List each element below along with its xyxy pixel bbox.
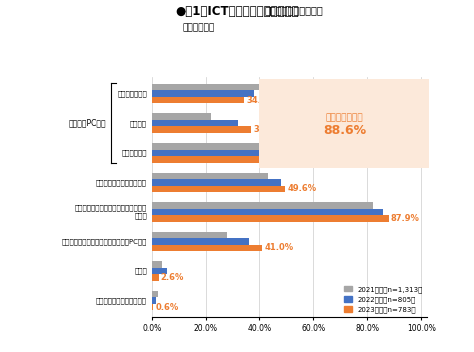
Text: 特に導入・使用していない: 特に導入・使用していない	[96, 297, 147, 304]
Bar	[152, 209, 383, 215]
Bar	[152, 238, 249, 245]
Text: 生徒用のPC端末: 生徒用のPC端末	[69, 119, 107, 128]
Bar	[152, 150, 313, 156]
Bar	[152, 97, 245, 103]
Text: （共用のケース含む）: （共用のケース含む）	[264, 5, 323, 15]
Text: 88.6%: 88.6%	[323, 124, 366, 137]
Bar	[152, 90, 254, 97]
Bar	[152, 179, 281, 186]
Bar	[152, 268, 166, 274]
Bar	[152, 274, 159, 281]
Text: 36.9%: 36.9%	[253, 125, 283, 134]
Bar	[152, 126, 251, 133]
Text: タブレット型: タブレット型	[121, 150, 147, 156]
Text: 重複除く回答計: 重複除く回答計	[326, 113, 363, 122]
Bar	[152, 84, 268, 90]
Bar	[152, 156, 337, 163]
Bar	[152, 172, 268, 179]
Text: その他: その他	[134, 268, 147, 274]
Bar	[152, 304, 153, 310]
Text: 49.6%: 49.6%	[288, 184, 317, 193]
Text: 34.4%: 34.4%	[246, 96, 276, 105]
Text: 大型提示装置（電子黒板・プロジェク
ター）: 大型提示装置（電子黒板・プロジェク ター）	[75, 205, 147, 219]
Text: 生徒の私物端末（スマートフォン・PC等）: 生徒の私物端末（スマートフォン・PC等）	[62, 238, 147, 245]
Text: 41.0%: 41.0%	[264, 244, 293, 252]
Text: デスクトップ型: デスクトップ型	[117, 90, 147, 97]
Legend: 2021年度（n=1,313）, 2022年度（n=805）, 2023年度（n=783）: 2021年度（n=1,313）, 2022年度（n=805）, 2023年度（n…	[344, 286, 423, 313]
Bar	[152, 186, 285, 192]
Bar	[152, 291, 158, 297]
Bar	[152, 202, 373, 209]
Text: 87.9%: 87.9%	[391, 214, 419, 223]
Bar	[152, 232, 227, 238]
Bar	[152, 113, 211, 120]
Bar	[152, 245, 262, 251]
Text: ＊複数回答可: ＊複数回答可	[183, 23, 215, 32]
Text: 0.6%: 0.6%	[155, 303, 179, 312]
Text: 実物投影機（書画カメラ）: 実物投影機（書画カメラ）	[96, 179, 147, 186]
Text: ノート型: ノート型	[130, 120, 147, 127]
Text: 2.6%: 2.6%	[161, 273, 184, 282]
Bar	[152, 215, 389, 222]
Bar	[152, 143, 286, 150]
Text: ●図1　ICT機器の導入・使用状況: ●図1 ICT機器の導入・使用状況	[175, 5, 299, 18]
Bar	[152, 261, 163, 268]
Bar	[152, 120, 238, 126]
Bar	[152, 297, 156, 304]
Text: 68.5%: 68.5%	[338, 155, 368, 164]
